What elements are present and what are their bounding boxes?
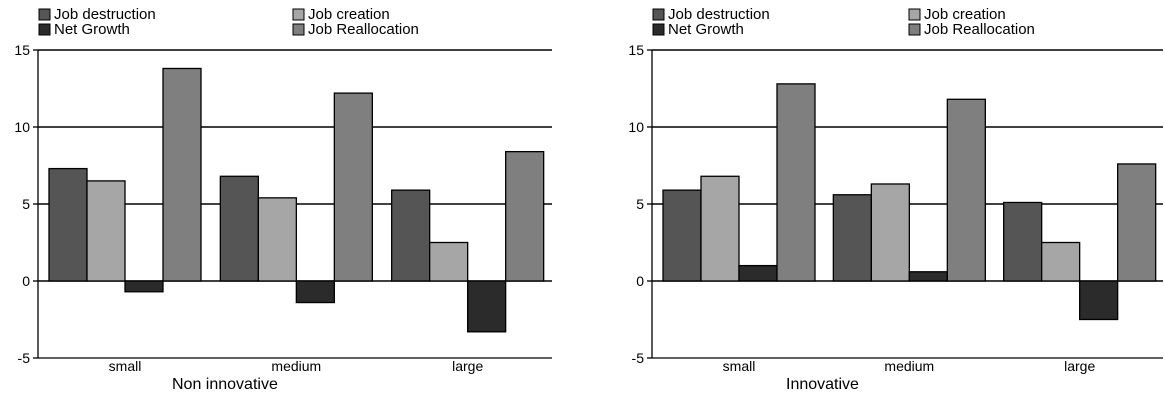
bar-job-creation-small [86, 180, 126, 282]
y-tick-label: 0 [636, 273, 644, 289]
x-tick-label-medium: medium [271, 358, 321, 374]
bar-job-reallocation-large [505, 150, 545, 282]
y-tick-label: 5 [22, 196, 30, 212]
legend-label-job-creation: Job creation [924, 6, 1006, 23]
legend-swatch-job-destruction [652, 8, 665, 21]
chart-panel-non-innovative: Job destruction Job creation Net Growth Job… [14, 6, 552, 393]
legend-swatch-job-creation [908, 8, 921, 21]
legend-label-job-creation: Job creation [308, 6, 390, 23]
bar-job-reallocation-medium [333, 92, 373, 282]
legend-item-job-destruction: Job destruction [38, 6, 156, 23]
bar-job-creation-medium [870, 183, 910, 282]
chart-panel-innovative: Job destruction Job creation Net Growth Job… [628, 6, 1163, 393]
bar-net-growth-small [124, 280, 164, 293]
bar-job-reallocation-small [162, 67, 202, 282]
x-tick-label-large: large [1064, 358, 1095, 374]
bar-job-creation-large [1041, 241, 1081, 282]
legend-label-net-growth: Net Growth [668, 21, 744, 38]
y-tick-label: 15 [628, 42, 644, 58]
legend-item-job-creation: Job creation [908, 6, 1006, 23]
y-tick-label: -5 [18, 350, 31, 366]
legend-item-job-reallocation: Job Reallocation [292, 21, 419, 38]
legend-label-job-destruction: Job destruction [54, 6, 156, 23]
bar-net-growth-small [738, 264, 778, 282]
x-tick-label-small: small [109, 358, 142, 374]
x-axis-label: Innovative [786, 376, 859, 393]
legend-swatch-job-destruction [38, 8, 51, 21]
y-tick-label: -5 [632, 350, 645, 366]
bar-job-creation-large [429, 241, 469, 282]
bar-job-reallocation-small [776, 83, 816, 282]
y-tick-label: 10 [628, 119, 644, 135]
legend-label-net-growth: Net Growth [54, 21, 130, 38]
legend-item-job-reallocation: Job Reallocation [908, 21, 1035, 38]
legend-item-net-growth: Net Growth [652, 21, 744, 38]
bar-net-growth-large [1079, 280, 1119, 321]
legend-label-job-reallocation: Job Reallocation [308, 21, 419, 38]
bar-job-reallocation-large [1117, 163, 1157, 282]
legend-swatch-net-growth [652, 23, 665, 36]
bar-job-destruction-medium [832, 194, 872, 282]
bar-net-growth-large [467, 280, 507, 333]
bar-job-destruction-small [48, 167, 88, 282]
bar-job-destruction-small [662, 189, 702, 282]
legend-swatch-job-creation [292, 8, 305, 21]
legend-item-job-creation: Job creation [292, 6, 390, 23]
y-tick-label: 15 [14, 42, 30, 58]
x-tick-label-medium: medium [884, 358, 934, 374]
x-axis-label: Non innovative [172, 376, 278, 393]
bar-job-creation-medium [257, 197, 297, 282]
bar-job-destruction-large [391, 189, 431, 282]
y-tick-label: 0 [22, 273, 30, 289]
legend-label-job-reallocation: Job Reallocation [924, 21, 1035, 38]
legend-item-job-destruction: Job destruction [652, 6, 770, 23]
bar-net-growth-medium [295, 280, 335, 304]
legend-swatch-job-reallocation [292, 23, 305, 36]
bar-job-destruction-large [1003, 201, 1043, 282]
bar-net-growth-medium [908, 271, 948, 282]
legend-swatch-job-reallocation [908, 23, 921, 36]
bar-job-reallocation-medium [946, 98, 986, 282]
legend-item-net-growth: Net Growth [38, 21, 130, 38]
bar-job-creation-small [700, 175, 740, 282]
legend-label-job-destruction: Job destruction [668, 6, 770, 23]
y-tick-label: 10 [14, 119, 30, 135]
legend-swatch-net-growth [38, 23, 51, 36]
x-tick-label-small: small [723, 358, 756, 374]
y-tick-label: 5 [636, 196, 644, 212]
x-tick-label-large: large [452, 358, 483, 374]
bar-job-destruction-medium [219, 175, 259, 282]
